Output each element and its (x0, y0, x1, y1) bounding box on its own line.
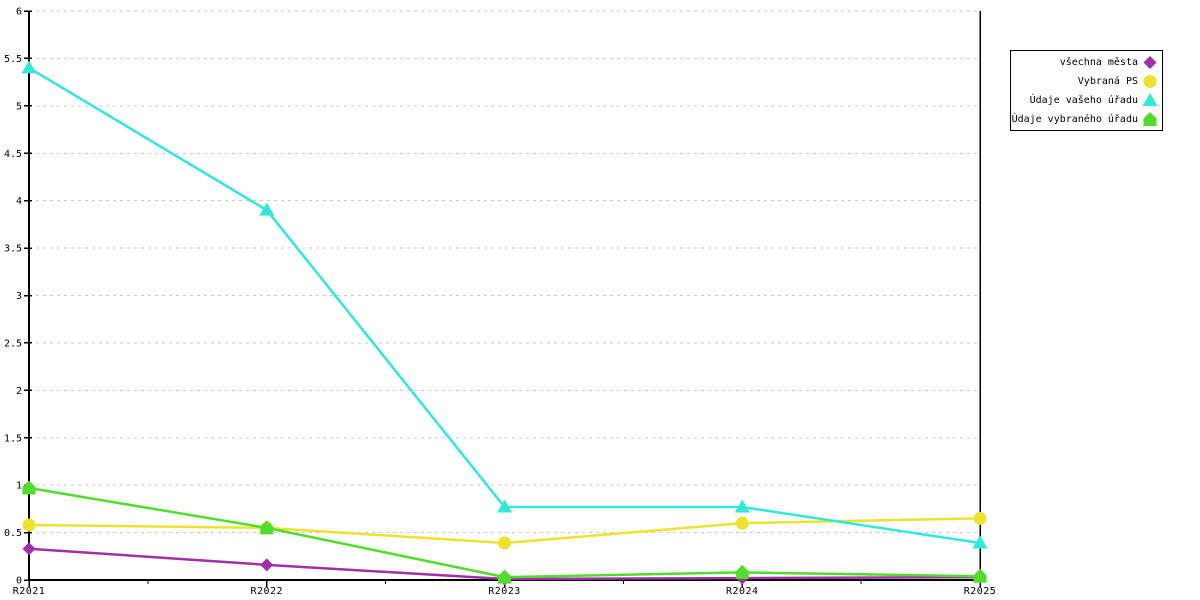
legend-item-label: Údaje vybraného úřadu (1011, 113, 1138, 125)
data-point-marker (497, 499, 512, 513)
y-tick-label: 4 (16, 196, 22, 207)
data-point-marker (734, 499, 750, 513)
legend-marker-shape (1143, 55, 1157, 69)
y-tick-label: 5 (16, 101, 22, 112)
legend-marker-diamond-icon (1143, 55, 1157, 69)
data-point-marker (972, 535, 988, 549)
series-2 (21, 60, 988, 549)
data-point-marker (735, 564, 749, 579)
legend: všechna města Vybraná PS Údaje vašeho úřad… (1010, 50, 1163, 131)
data-point-marker (22, 542, 36, 556)
legend-item-label: všechna města (1059, 56, 1138, 68)
data-point-marker (498, 569, 511, 584)
data-point-marker (21, 60, 37, 74)
legend-item: Údaje vašeho úřadu (1013, 91, 1159, 110)
x-tick-label: R2025 (964, 586, 997, 597)
y-tick-label: 5.5 (4, 54, 22, 65)
y-tick-label: 1 (16, 481, 22, 492)
legend-marker-shape (1142, 92, 1158, 106)
data-point-marker (22, 480, 36, 495)
data-point-marker (260, 520, 274, 535)
y-tick-label: 4.5 (4, 149, 22, 160)
legend-marker-pentagon-icon (1143, 111, 1157, 126)
legend-item: Údaje vybraného úřadu (1011, 110, 1159, 129)
y-tick-label: 3.5 (4, 244, 22, 255)
series-3 (22, 480, 987, 584)
y-tick-label: 2.5 (4, 338, 22, 349)
data-point-marker (259, 202, 275, 216)
y-tick-label: 2 (16, 386, 22, 397)
x-tick-label: R2023 (488, 586, 521, 597)
legend-marker-shape (1143, 111, 1157, 126)
series-1 (22, 511, 987, 550)
legend-marker-circle-icon (1143, 74, 1157, 88)
x-tick-label: R2022 (250, 586, 283, 597)
legend-item-label: Údaje vašeho úřadu (1029, 94, 1138, 106)
legend-marker-shape (1143, 74, 1157, 88)
y-tick-label: 6 (16, 7, 22, 18)
data-point-marker (22, 518, 36, 532)
y-tick-label: 0.5 (4, 528, 22, 539)
data-point-marker (735, 516, 749, 530)
y-tick-label: 3 (16, 291, 22, 302)
x-tick-label: R2024 (726, 586, 759, 597)
data-point-marker (973, 568, 987, 583)
data-point-marker (498, 536, 511, 550)
data-point-marker (973, 511, 987, 525)
x-tick-label: R2021 (13, 586, 46, 597)
y-tick-label: 0 (16, 576, 22, 587)
legend-marker-triangle-up-icon (1142, 92, 1158, 106)
legend-item: Vybraná PS (1013, 72, 1159, 91)
legend-item-label: Vybraná PS (1077, 75, 1138, 87)
series-line (27, 66, 982, 545)
y-tick-label: 1.5 (4, 433, 22, 444)
legend-item: všechna města (1013, 53, 1159, 72)
data-point-marker (260, 558, 274, 572)
